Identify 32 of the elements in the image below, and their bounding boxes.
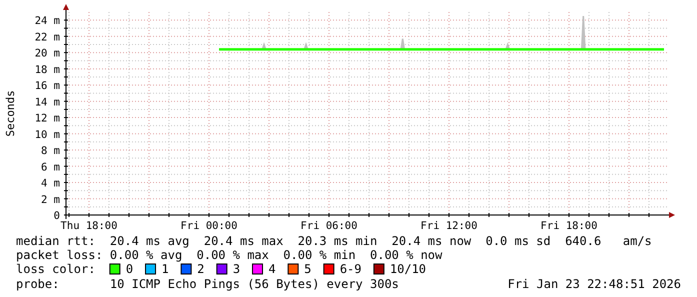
legend-title: loss color: <box>16 262 96 276</box>
y-axis-title: Seconds <box>4 90 17 137</box>
y-tick-label: 2 m <box>41 194 60 206</box>
legend-label: 0 <box>126 262 134 276</box>
x-tick-label: Fri 12:00 <box>420 220 478 232</box>
y-tick-label: 6 m <box>41 161 60 174</box>
y-tick-label: 24 m <box>34 15 60 28</box>
y-tick-label: 16 m <box>34 80 60 92</box>
legend-label: 5 <box>304 262 312 276</box>
legend-label: 4 <box>268 262 276 276</box>
text: packet loss: 0.00 % avg 0.00 % max 0.00 % min 0.00 % now <box>16 248 444 262</box>
text: probe: 10 ICMP Echo Pings (56 Bytes) every 300s <box>16 277 399 291</box>
y-tick-label: 22 m <box>34 31 60 44</box>
legend-label: 2 <box>197 262 204 276</box>
y-tick-label: 0 <box>54 210 60 222</box>
legend-label: 10/10 <box>390 262 426 276</box>
text: Fri Jan 23 22:48:51 2026 <box>508 277 681 291</box>
y-tick-label: 18 m <box>34 64 60 76</box>
y-tick-label: 4 m <box>41 178 60 190</box>
y-tick-label: 20 m <box>34 48 60 60</box>
legend-label: 3 <box>232 262 240 276</box>
y-tick-label: 10 m <box>34 128 60 141</box>
x-tick-label: Thu 18:00 <box>60 220 118 232</box>
x-tick-label: Fri 06:00 <box>300 220 358 232</box>
x-tick-label: Fri 00:00 <box>180 220 238 232</box>
legend-label: 1 <box>162 262 169 276</box>
legend-label: 6-9 <box>340 262 362 276</box>
text: median rtt: 20.4 ms avg 20.4 ms max 20.3 ms min 20.4 ms now 0.0 ms sd 640.6 am/s <box>16 234 652 248</box>
x-tick-label: Fri 18:00 <box>540 220 598 232</box>
y-tick-label: 12 m <box>34 112 60 125</box>
y-tick-label: 14 m <box>34 96 60 108</box>
y-tick-label: 8 m <box>41 145 60 158</box>
